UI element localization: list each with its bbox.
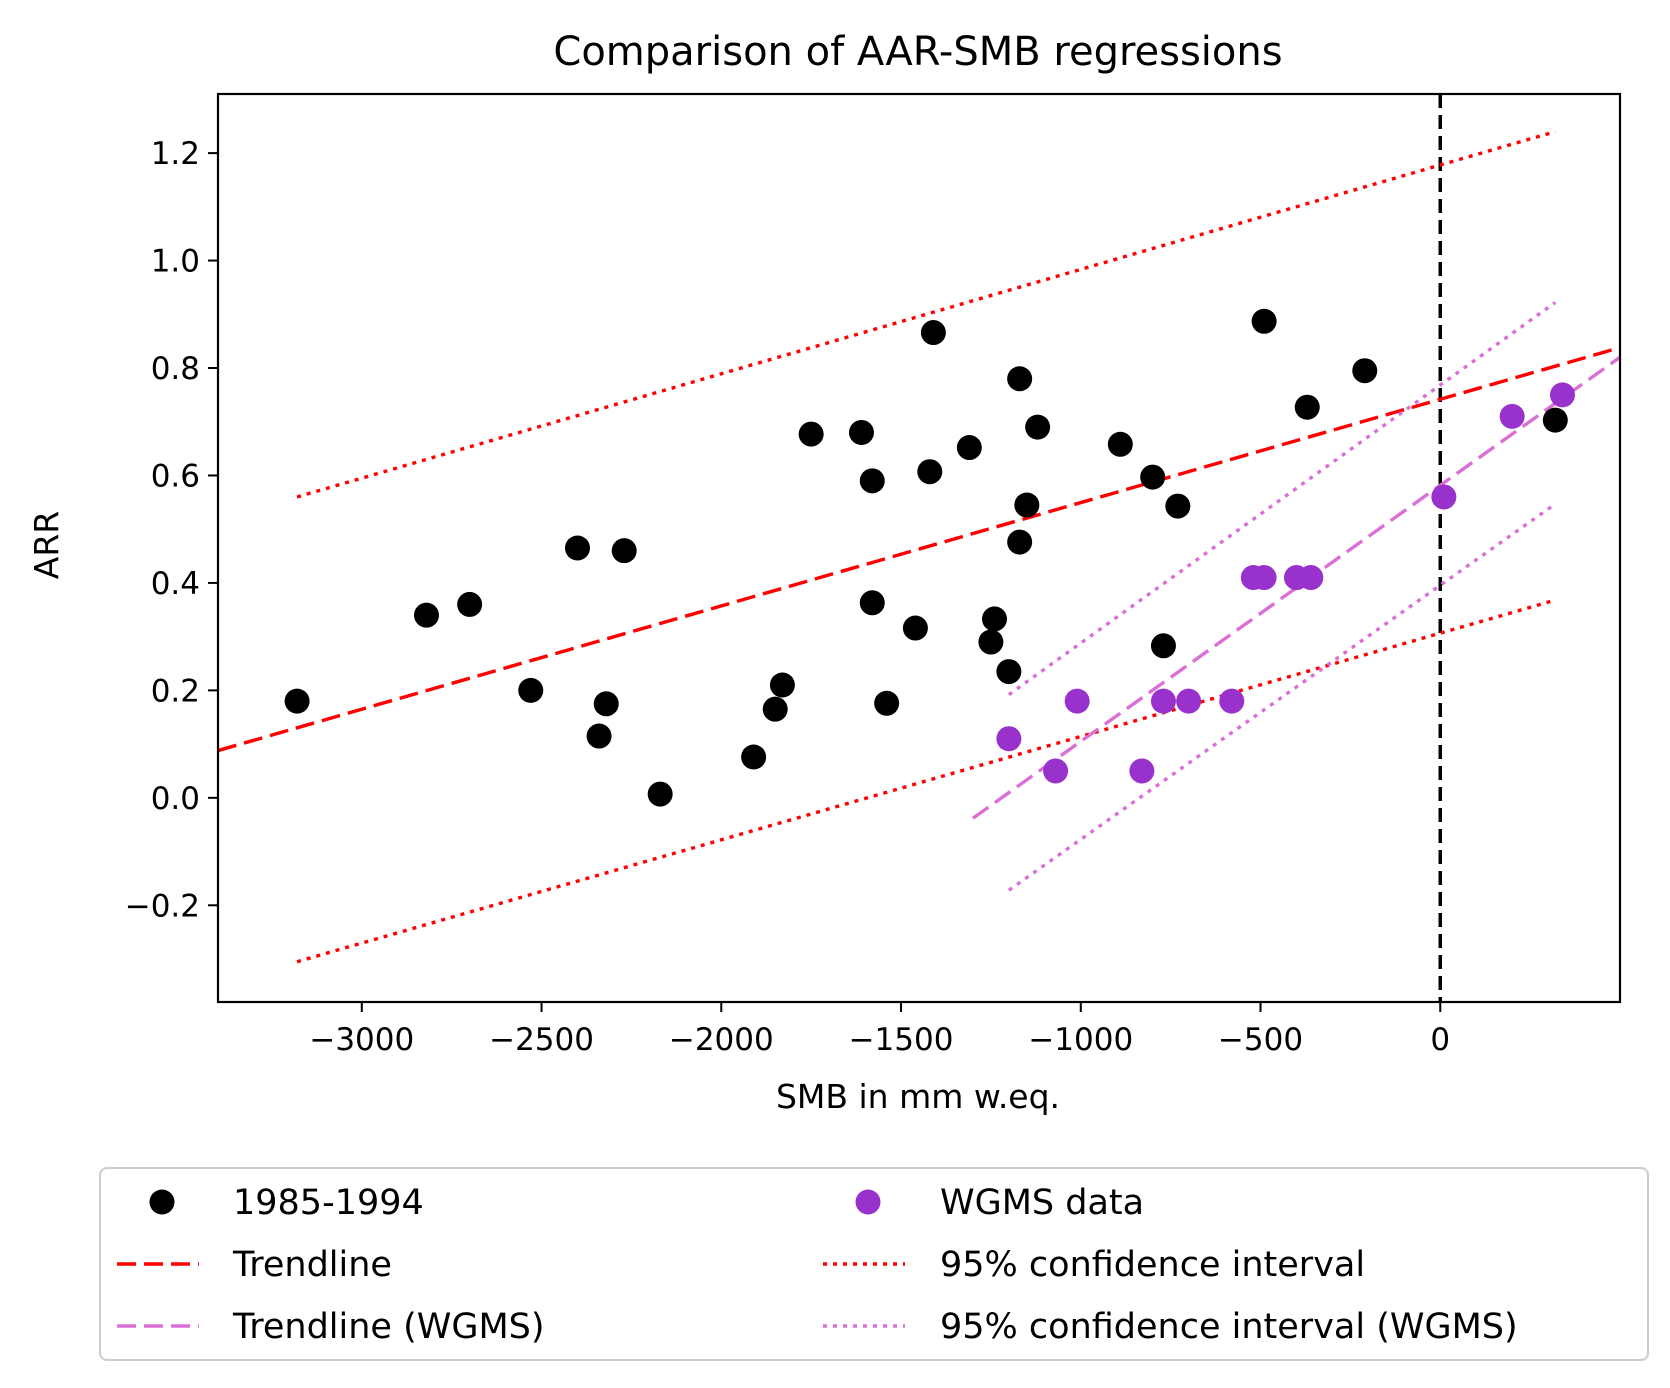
- legend-label: 95% confidence interval (WGMS): [940, 1307, 1518, 1347]
- y-tick-label: 0.6: [151, 458, 200, 494]
- x-axis-label: SMB in mm w.eq.: [776, 1077, 1060, 1116]
- point-1-4: [1150, 688, 1176, 714]
- y-axis: −0.2 0.0 0.2 0.4 0.6 0.8 1.0 1.2: [125, 136, 218, 924]
- point-0-12: [798, 421, 824, 447]
- legend-label: Trendline (WGMS): [232, 1307, 545, 1347]
- point-0-24: [1007, 366, 1033, 392]
- y-tick-label: −0.2: [125, 888, 200, 924]
- y-tick-label: 0.4: [151, 566, 200, 602]
- y-tick-label: 0.2: [151, 673, 200, 709]
- point-0-25: [1007, 529, 1033, 555]
- point-0-34: [1352, 358, 1378, 384]
- point-1-2: [1064, 688, 1090, 714]
- plot-frame: [216, 92, 1622, 1004]
- point-1-12: [1499, 403, 1525, 429]
- point-0-18: [917, 459, 943, 485]
- point-0-5: [586, 723, 612, 749]
- point-0-35: [1542, 407, 1568, 433]
- point-0-33: [1294, 394, 1320, 420]
- point-1-0: [996, 726, 1022, 752]
- legend-label: WGMS data: [940, 1183, 1144, 1223]
- y-tick-label: 0.0: [151, 781, 200, 817]
- legend-label: 95% confidence interval: [940, 1245, 1365, 1285]
- point-0-21: [978, 629, 1004, 655]
- point-0-17: [902, 615, 928, 641]
- point-0-27: [1025, 414, 1051, 440]
- point-0-26: [1014, 492, 1040, 518]
- point-0-1: [414, 602, 440, 628]
- plot-area: [218, 94, 1620, 1002]
- x-tick-label: −2000: [669, 1022, 774, 1058]
- x-axis: −3000 −2500 −2000 −1500 −1000 −500 0: [309, 1002, 1450, 1058]
- point-0-22: [981, 606, 1007, 632]
- point-0-19: [920, 320, 946, 346]
- point-1-10: [1298, 565, 1324, 591]
- point-0-0: [284, 688, 310, 714]
- point-1-6: [1219, 688, 1245, 714]
- point-0-32: [1251, 308, 1277, 334]
- series-line-5: [1007, 301, 1557, 697]
- chart-title: Comparison of AAR-SMB regressions: [553, 29, 1282, 75]
- x-tick-label: 0: [1430, 1022, 1450, 1058]
- y-tick-label: 1.0: [151, 244, 200, 280]
- legend: 1985-1994 WGMS data Trendline 95% confidenc…: [99, 1167, 1649, 1361]
- point-0-7: [611, 538, 637, 564]
- point-1-11: [1431, 484, 1457, 510]
- point-0-16: [874, 690, 900, 716]
- x-tick-label: −3000: [309, 1022, 414, 1058]
- point-1-13: [1549, 382, 1575, 408]
- point-1-5: [1176, 688, 1202, 714]
- point-0-6: [593, 691, 619, 717]
- point-0-2: [457, 591, 483, 617]
- x-tick-label: −2500: [489, 1022, 594, 1058]
- point-0-31: [1165, 493, 1191, 519]
- point-0-30: [1150, 633, 1176, 659]
- legend-label: Trendline: [232, 1245, 392, 1285]
- point-0-13: [848, 419, 874, 445]
- point-0-10: [762, 696, 788, 722]
- y-tick-label: 0.8: [151, 351, 200, 387]
- point-1-1: [1043, 758, 1069, 784]
- legend-marker: [855, 1189, 881, 1215]
- point-0-8: [647, 781, 673, 807]
- point-0-20: [956, 435, 982, 461]
- y-tick-label: 1.2: [151, 136, 200, 172]
- point-1-8: [1251, 565, 1277, 591]
- x-tick-label: −1500: [849, 1022, 954, 1058]
- x-tick-label: −500: [1218, 1022, 1303, 1058]
- series-line-4: [971, 355, 1620, 820]
- point-0-3: [518, 677, 544, 703]
- point-0-28: [1107, 431, 1133, 457]
- point-0-11: [769, 672, 795, 698]
- point-1-3: [1129, 758, 1155, 784]
- point-0-29: [1140, 464, 1166, 490]
- legend-label: 1985-1994: [233, 1183, 424, 1223]
- series-line-2: [218, 345, 1620, 753]
- point-0-14: [859, 468, 885, 494]
- legend-marker: [149, 1189, 175, 1215]
- point-0-15: [859, 590, 885, 616]
- y-axis-label: ARR: [27, 511, 66, 579]
- series-line-3-lower: [296, 598, 1556, 964]
- point-0-4: [564, 535, 590, 561]
- x-tick-label: −1000: [1028, 1022, 1133, 1058]
- series-line-3: [296, 129, 1556, 499]
- series-line-5-lower: [1007, 502, 1557, 892]
- point-0-9: [741, 744, 767, 770]
- point-0-23: [996, 659, 1022, 685]
